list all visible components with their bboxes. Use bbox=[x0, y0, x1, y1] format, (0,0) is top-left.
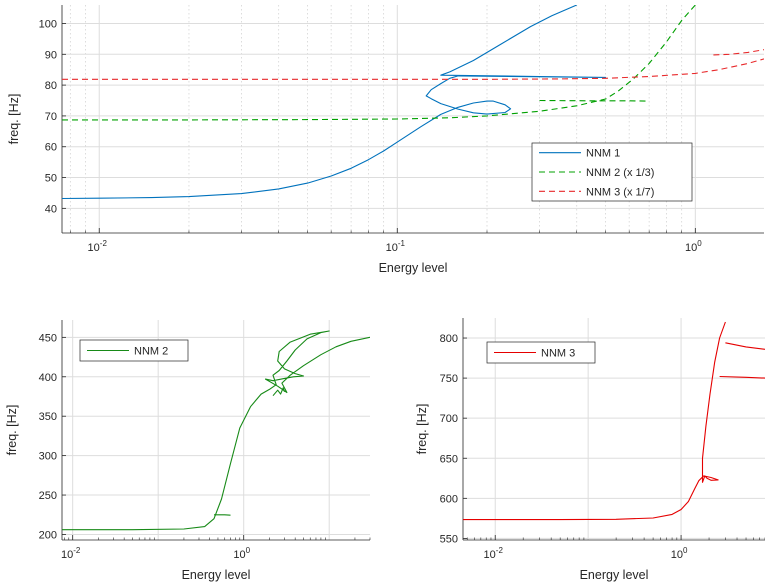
x-tick-base: 10 bbox=[88, 242, 100, 254]
x-tick-base: 10 bbox=[386, 242, 398, 254]
y-axis-label: freq. [Hz] bbox=[5, 405, 19, 456]
x-tick-base: 10 bbox=[484, 549, 496, 561]
y-axis-label: freq. [Hz] bbox=[7, 94, 21, 145]
y-axis-label: freq. [Hz] bbox=[415, 404, 429, 455]
legend: NNM 2 bbox=[79, 339, 189, 362]
x-tick-base: 10 bbox=[233, 549, 245, 561]
series-line-3 bbox=[539, 99, 650, 102]
x-tick-base: 10 bbox=[671, 549, 683, 561]
y-tick-label: 650 bbox=[440, 453, 458, 465]
grid bbox=[62, 320, 370, 540]
legend-label: NNM 3 bbox=[541, 348, 575, 360]
series-line-3 bbox=[719, 375, 765, 379]
series-line-1 bbox=[62, 5, 607, 200]
x-tick-exponent: -2 bbox=[496, 546, 504, 555]
x-tick-label: 100 bbox=[233, 546, 250, 561]
x-tick-label: 10-2 bbox=[484, 546, 504, 561]
y-tick-label: 100 bbox=[39, 18, 57, 30]
series-line-3 bbox=[272, 387, 286, 397]
grid bbox=[62, 5, 764, 233]
series-group bbox=[62, 330, 370, 531]
legend-label: NNM 3 (x 1/7) bbox=[586, 186, 654, 198]
legend-box bbox=[486, 341, 596, 364]
y-tick-label: 60 bbox=[45, 142, 57, 154]
y-tick-label: 350 bbox=[39, 411, 57, 423]
x-tick-label: 10-2 bbox=[88, 239, 108, 254]
x-tick-exponent: 0 bbox=[683, 546, 688, 555]
legend: NNM 3 bbox=[486, 341, 596, 364]
y-tick-label: 80 bbox=[45, 80, 57, 92]
y-tick-label: 800 bbox=[440, 333, 458, 345]
series-group bbox=[463, 321, 765, 521]
y-tick-label: 450 bbox=[39, 332, 57, 344]
series-line-2 bbox=[725, 342, 765, 350]
y-tick-label: 90 bbox=[45, 49, 57, 61]
y-tick-label: 750 bbox=[440, 373, 458, 385]
series-line-1 bbox=[463, 321, 726, 521]
legend-box bbox=[79, 339, 189, 362]
series-group bbox=[62, 5, 764, 200]
x-tick-exponent: -2 bbox=[73, 546, 81, 555]
grid bbox=[463, 318, 765, 540]
x-tick-label: 10-1 bbox=[386, 239, 406, 254]
y-tick-label: 200 bbox=[39, 529, 57, 541]
y-tick-label: 250 bbox=[39, 490, 57, 502]
series-line-4 bbox=[62, 58, 764, 80]
x-tick-exponent: 0 bbox=[246, 546, 251, 555]
y-tick-label: 400 bbox=[39, 372, 57, 384]
legend: NNM 1 NNM 2 (x 1/3) NNM 3 (x 1/7) bbox=[531, 142, 693, 202]
x-axis-label: Energy level bbox=[182, 568, 251, 582]
y-tick-label: 700 bbox=[440, 413, 458, 425]
x-tick-base: 10 bbox=[61, 549, 73, 561]
x-tick-exponent: -2 bbox=[100, 239, 108, 248]
legend-label: NNM 2 (x 1/3) bbox=[586, 167, 654, 179]
x-tick-exponent: 0 bbox=[697, 239, 702, 248]
series-line-1 bbox=[62, 330, 370, 531]
x-tick-label: 100 bbox=[671, 546, 688, 561]
y-tick-label: 550 bbox=[440, 533, 458, 545]
x-tick-exponent: -1 bbox=[398, 239, 406, 248]
x-tick-base: 10 bbox=[685, 242, 697, 254]
x-tick-label: 100 bbox=[685, 239, 702, 254]
legend-label: NNM 1 bbox=[586, 148, 620, 160]
x-axis-label: Energy level bbox=[580, 568, 649, 582]
series-line-5 bbox=[713, 49, 764, 56]
legend-label: NNM 2 bbox=[134, 346, 168, 358]
series-line-2 bbox=[62, 5, 696, 121]
y-tick-label: 40 bbox=[45, 203, 57, 215]
y-tick-label: 70 bbox=[45, 111, 57, 123]
x-tick-label: 10-2 bbox=[61, 546, 81, 561]
y-tick-label: 600 bbox=[440, 493, 458, 505]
y-tick-label: 300 bbox=[39, 451, 57, 463]
y-tick-label: 50 bbox=[45, 173, 57, 185]
x-axis-label: Energy level bbox=[379, 261, 448, 275]
